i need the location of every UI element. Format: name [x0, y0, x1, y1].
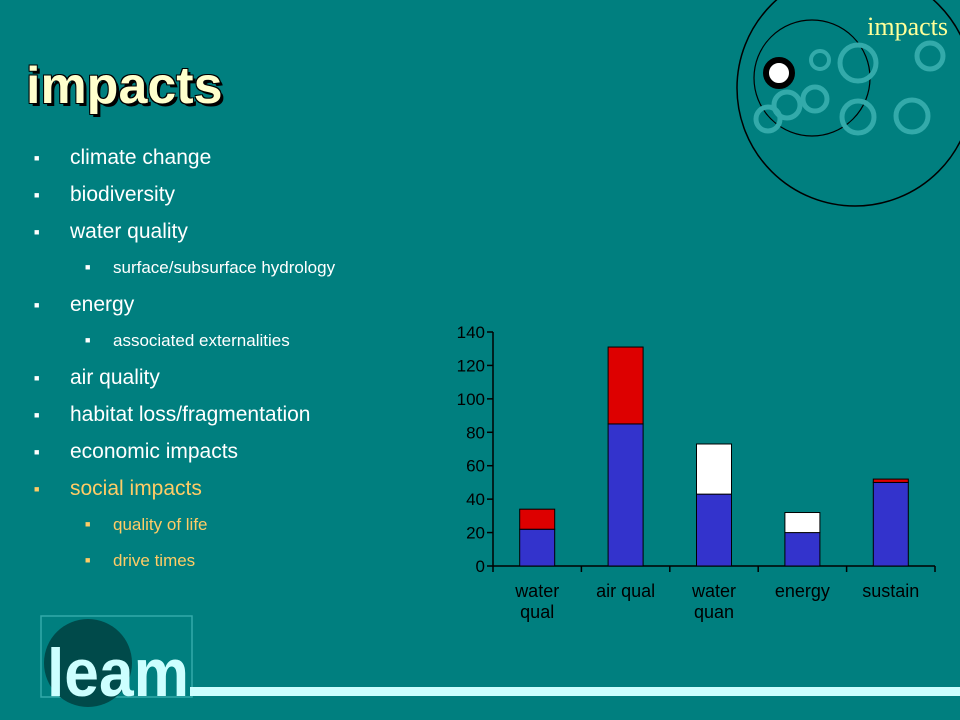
bullet-square-icon: ■ [34, 227, 40, 237]
bullet-square-icon: ■ [85, 335, 91, 345]
bullet-text: energy [70, 293, 135, 316]
slide-title: impacts [26, 57, 223, 115]
y-tick-label: 80 [466, 423, 485, 442]
bullet-item: ■ climate change [34, 142, 454, 179]
decorative-circles [736, 0, 960, 207]
x-tick-label: quan [694, 602, 734, 622]
bullet-square-icon: ■ [34, 410, 40, 420]
y-tick-label: 120 [457, 356, 485, 375]
bubble [771, 89, 803, 121]
x-tick-label: energy [775, 581, 830, 601]
bar-segment [607, 346, 644, 425]
bullet-item: ■ biodiversity [34, 179, 454, 216]
x-tick-label: sustain [862, 581, 919, 601]
logo-text: leam [47, 635, 189, 711]
bullet-item: ■ economic impacts [34, 436, 454, 473]
bullet-item: ■ air quality [34, 362, 454, 399]
bullet-text: biodiversity [70, 183, 176, 206]
x-tick-label: water [691, 581, 736, 601]
x-tick-label: water [514, 581, 559, 601]
bullet-text: social impacts [70, 477, 202, 500]
bullet-square-icon: ■ [34, 153, 40, 163]
logo-circle [44, 619, 132, 707]
bullet-text: water quality [70, 220, 188, 243]
y-tick-label: 20 [466, 524, 485, 543]
x-tick-label: air qual [596, 581, 655, 601]
bar-segment [784, 532, 821, 567]
bar-segment [784, 512, 821, 534]
sub-bullet-item: ■ associated externalities [34, 326, 454, 362]
bullet-square-icon: ■ [85, 555, 91, 565]
bullet-text: habitat loss/fragmentation [70, 403, 311, 426]
bullet-square-icon: ■ [34, 300, 40, 310]
bubble [809, 49, 831, 71]
large-ring [736, 0, 960, 207]
logo-rule [190, 687, 960, 696]
y-tick-label: 0 [476, 557, 485, 576]
bubble [800, 84, 830, 114]
bullet-text: associated externalities [113, 331, 290, 350]
bubble [837, 42, 879, 84]
bar-segment [519, 508, 556, 530]
bullet-list: ■ climate change ■ biodiversity ■ water quali… [34, 142, 454, 582]
bar-segment [696, 443, 732, 495]
bullet-text: drive times [113, 551, 196, 570]
y-tick-label: 100 [457, 390, 485, 409]
bar-segment [519, 528, 556, 567]
bar-segment [607, 423, 644, 567]
bullet-item: ■ water quality [34, 216, 454, 253]
bar-segment [696, 493, 732, 567]
bubble [893, 97, 931, 135]
bullet-square-icon: ■ [34, 190, 40, 200]
bubble [914, 40, 946, 72]
x-tick-label: qual [520, 602, 554, 622]
bubble-dark [763, 57, 795, 89]
bullet-item: ■ social impacts [34, 473, 454, 510]
bubble [753, 104, 783, 134]
bullet-text: surface/subsurface hydrology [113, 258, 336, 277]
bullet-item: ■ energy [34, 289, 454, 326]
bullet-text: climate change [70, 146, 212, 169]
bullet-text: quality of life [113, 515, 208, 534]
bullet-text: economic impacts [70, 440, 239, 463]
y-tick-label: 40 [466, 490, 485, 509]
logo-frame [40, 615, 193, 698]
bar-segment [872, 478, 909, 483]
bullet-text: air quality [70, 366, 160, 389]
corner-label: impacts [867, 12, 948, 41]
sub-bullet-item: ■ surface/subsurface hydrology [34, 253, 454, 289]
bullet-square-icon: ■ [34, 484, 40, 494]
bullet-square-icon: ■ [85, 262, 91, 272]
bullet-square-icon: ■ [34, 373, 40, 383]
bullet-square-icon: ■ [34, 447, 40, 457]
bullet-square-icon: ■ [85, 519, 91, 529]
sub-bullet-item: ■ quality of life [34, 510, 454, 546]
y-tick-label: 140 [457, 323, 485, 342]
y-tick-label: 60 [466, 457, 485, 476]
bubble [839, 98, 877, 136]
bullet-item: ■ habitat loss/fragmentation [34, 399, 454, 436]
sub-bullet-item: ■ drive times [34, 546, 454, 582]
